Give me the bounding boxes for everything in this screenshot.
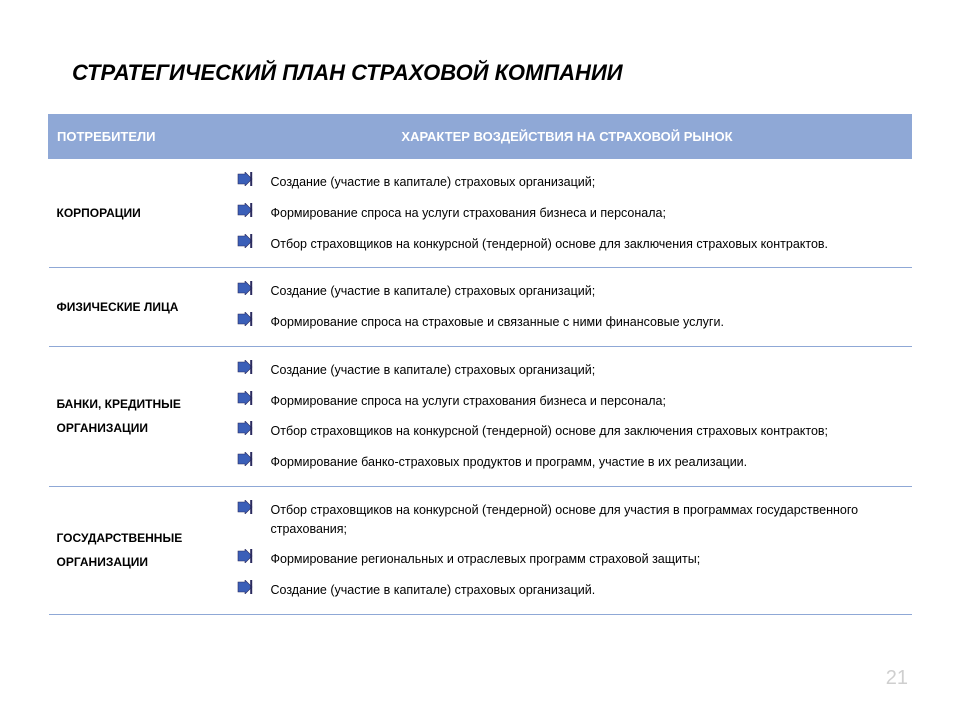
- bullet-list: Создание (участие в капитале) страховых …: [223, 276, 904, 338]
- row-label: КОРПОРАЦИИ: [49, 159, 223, 268]
- arrow-right-icon: [237, 172, 253, 186]
- arrow-right-icon: [237, 360, 253, 374]
- list-item-text: Отбор страховщиков на конкурсной (тендер…: [271, 424, 829, 438]
- row-label: БАНКИ, КРЕДИТНЫЕ ОРГАНИЗАЦИИ: [49, 346, 223, 486]
- arrow-right-icon: [237, 234, 253, 248]
- list-item-text: Формирование спроса на услуги страховани…: [271, 394, 666, 408]
- list-item-text: Формирование спроса на услуги страховани…: [271, 206, 666, 220]
- table-row: ФИЗИЧЕСКИЕ ЛИЦА Создание (участие в капит…: [49, 268, 912, 347]
- list-item-text: Отбор страховщиков на конкурсной (тендер…: [271, 237, 829, 251]
- list-item-text: Формирование спроса на страховые и связа…: [271, 315, 724, 329]
- header-col2: ХАРАКТЕР ВОЗДЕЙСТВИЯ НА СТРАХОВОЙ РЫНОК: [223, 115, 912, 159]
- list-item: Создание (участие в капитале) страховых …: [223, 276, 902, 307]
- bullet-list: Создание (участие в капитале) страховых …: [223, 355, 904, 478]
- list-item-text: Создание (участие в капитале) страховых …: [271, 363, 596, 377]
- arrow-right-icon: [237, 549, 253, 563]
- list-item: Отбор страховщиков на конкурсной (тендер…: [223, 416, 902, 447]
- row-items: Создание (участие в капитале) страховых …: [223, 159, 912, 268]
- slide-container: СТРАТЕГИЧЕСКИЙ ПЛАН СТРАХОВОЙ КОМПАНИИ П…: [0, 0, 960, 635]
- strategy-table: ПОТРЕБИТЕЛИ ХАРАКТЕР ВОЗДЕЙСТВИЯ НА СТРА…: [48, 114, 912, 615]
- list-item-text: Отбор страховщиков на конкурсной (тендер…: [271, 503, 859, 536]
- arrow-right-icon: [237, 312, 253, 326]
- list-item: Создание (участие в капитале) страховых …: [223, 355, 902, 386]
- header-col1: ПОТРЕБИТЕЛИ: [49, 115, 223, 159]
- bullet-list: Создание (участие в капитале) страховых …: [223, 167, 904, 259]
- list-item: Отбор страховщиков на конкурсной (тендер…: [223, 229, 902, 260]
- page-title: СТРАТЕГИЧЕСКИЙ ПЛАН СТРАХОВОЙ КОМПАНИИ: [72, 60, 912, 86]
- table-header-row: ПОТРЕБИТЕЛИ ХАРАКТЕР ВОЗДЕЙСТВИЯ НА СТРА…: [49, 115, 912, 159]
- list-item-text: Создание (участие в капитале) страховых …: [271, 175, 596, 189]
- list-item: Формирование спроса на услуги страховани…: [223, 386, 902, 417]
- row-items: Отбор страховщиков на конкурсной (тендер…: [223, 486, 912, 614]
- row-label: ГОСУДАРСТВЕННЫЕ ОРГАНИЗАЦИИ: [49, 486, 223, 614]
- list-item-text: Создание (участие в капитале) страховых …: [271, 284, 596, 298]
- arrow-right-icon: [237, 391, 253, 405]
- row-label: ФИЗИЧЕСКИЕ ЛИЦА: [49, 268, 223, 347]
- table-row: БАНКИ, КРЕДИТНЫЕ ОРГАНИЗАЦИИ Создание (уч…: [49, 346, 912, 486]
- arrow-right-icon: [237, 452, 253, 466]
- list-item: Формирование банко-страховых продуктов и…: [223, 447, 902, 478]
- arrow-right-icon: [237, 421, 253, 435]
- list-item: Создание (участие в капитале) страховых …: [223, 167, 902, 198]
- list-item-text: Создание (участие в капитале) страховых …: [271, 583, 596, 597]
- bullet-list: Отбор страховщиков на конкурсной (тендер…: [223, 495, 904, 606]
- list-item: Создание (участие в капитале) страховых …: [223, 575, 902, 606]
- table-row: КОРПОРАЦИИ Создание (участие в капитале) …: [49, 159, 912, 268]
- page-number: 21: [886, 667, 908, 690]
- list-item: Формирование региональных и отраслевых п…: [223, 544, 902, 575]
- row-items: Создание (участие в капитале) страховых …: [223, 346, 912, 486]
- list-item-text: Формирование банко-страховых продуктов и…: [271, 455, 748, 469]
- list-item: Формирование спроса на услуги страховани…: [223, 198, 902, 229]
- arrow-right-icon: [237, 281, 253, 295]
- list-item-text: Формирование региональных и отраслевых п…: [271, 552, 701, 566]
- table-row: ГОСУДАРСТВЕННЫЕ ОРГАНИЗАЦИИ Отбор страхов…: [49, 486, 912, 614]
- list-item: Отбор страховщиков на конкурсной (тендер…: [223, 495, 902, 545]
- row-items: Создание (участие в капитале) страховых …: [223, 268, 912, 347]
- arrow-right-icon: [237, 580, 253, 594]
- arrow-right-icon: [237, 203, 253, 217]
- list-item: Формирование спроса на страховые и связа…: [223, 307, 902, 338]
- arrow-right-icon: [237, 500, 253, 514]
